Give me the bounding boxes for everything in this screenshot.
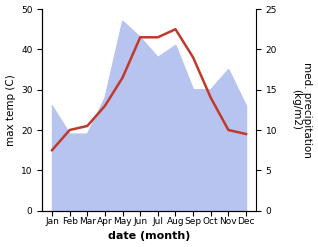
X-axis label: date (month): date (month): [108, 231, 190, 242]
Y-axis label: med. precipitation
(kg/m2): med. precipitation (kg/m2): [291, 62, 313, 158]
Y-axis label: max temp (C): max temp (C): [5, 74, 16, 146]
